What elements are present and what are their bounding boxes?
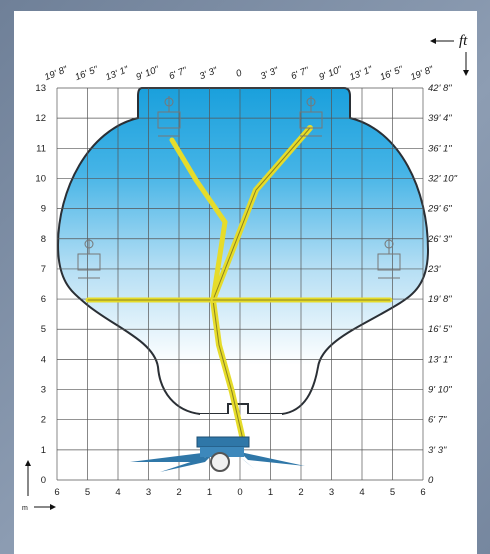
meter-y-tick: 10: [35, 173, 46, 184]
feet-x-tick: 3' 3": [259, 65, 281, 82]
feet-x-tick: 19' 8": [409, 64, 436, 83]
feet-x-tick: 0: [235, 67, 245, 79]
feet-x-tick: 9' 10": [135, 64, 162, 83]
meter-y-tick: 7: [41, 264, 46, 275]
meter-y-tick: 0: [41, 475, 46, 486]
meter-y-tick: 2: [41, 415, 46, 426]
feet-x-tick: 16' 5": [379, 64, 406, 83]
base-vehicle: [130, 436, 305, 472]
feet-x-tick: 6' 7": [167, 65, 189, 82]
meter-x-tick: 1: [207, 487, 212, 498]
meter-x-tick: 3: [146, 487, 151, 498]
meter-y-tick: 9: [41, 204, 46, 215]
feet-x-tick: 19' 8": [43, 64, 70, 83]
feet-y-tick: 0: [428, 475, 434, 486]
meter-x-tick: 4: [115, 487, 120, 498]
meter-x-tick: 4: [359, 487, 364, 498]
meter-x-tick: 2: [176, 487, 181, 498]
feet-y-tick: 42' 8": [428, 83, 452, 94]
meter-unit-marker: m: [22, 460, 56, 512]
meter-y-tick: 6: [41, 294, 46, 305]
meter-y-tick: 5: [41, 324, 46, 335]
feet-y-tick: 13' 1": [428, 354, 452, 365]
feet-y-tick: 23': [427, 264, 442, 275]
meter-y-tick: 1: [41, 445, 46, 456]
feet-y-tick: 19' 8": [428, 294, 452, 305]
working-envelope: [56, 87, 430, 415]
meter-x-tick: 3: [329, 487, 334, 498]
feet-y-axis: 0 3' 3" 6' 7" 9' 10" 13' 1" 16' 5" 19' 8" 23' 26…: [427, 83, 458, 486]
feet-x-axis: 19' 8" 16' 5" 13' 1" 9' 10" 6' 7" 3' 3" 0 3' 3"…: [43, 64, 436, 83]
meter-y-tick: 8: [41, 234, 46, 245]
feet-y-tick: 6' 7": [428, 415, 447, 426]
meter-y-tick: 13: [35, 83, 46, 94]
feet-unit-marker: ft: [430, 33, 469, 76]
meter-x-tick: 2: [298, 487, 303, 498]
feet-y-tick: 3' 3": [428, 445, 447, 456]
m-unit-label: m: [22, 505, 28, 512]
meter-x-tick: 5: [390, 487, 395, 498]
feet-y-tick: 32' 10": [428, 173, 458, 184]
meter-y-tick: 3: [41, 385, 46, 396]
feet-y-tick: 26' 3": [427, 234, 452, 245]
meter-y-tick: 4: [41, 354, 46, 365]
feet-x-tick: 13' 1": [348, 64, 375, 83]
meter-y-tick: 12: [35, 113, 46, 124]
feet-y-tick: 39' 4": [428, 113, 452, 124]
meter-x-tick: 5: [85, 487, 90, 498]
feet-y-tick: 36' 1": [428, 143, 452, 154]
feet-x-tick: 9' 10": [318, 64, 345, 83]
meter-x-tick: 6: [54, 487, 59, 498]
feet-x-tick: 16' 5": [74, 64, 101, 83]
grid: [56, 87, 424, 481]
feet-x-tick: 3' 3": [198, 65, 220, 82]
boom-arms: [85, 125, 393, 443]
ft-unit-label: ft: [459, 33, 468, 49]
feet-x-tick: 13' 1": [104, 64, 131, 83]
platform-baskets: [77, 96, 401, 279]
feet-y-tick: 16' 5": [428, 324, 452, 335]
meter-x-axis: 6 5 4 3 2 1 0 1 2 3 4 5 6: [54, 487, 425, 498]
meter-x-tick: 0: [237, 487, 242, 498]
feet-y-tick: 9' 10": [428, 385, 452, 396]
meter-y-tick: 11: [36, 143, 46, 154]
feet-y-tick: 29' 6": [427, 204, 452, 215]
feet-x-tick: 6' 7": [289, 65, 311, 82]
meter-x-tick: 6: [420, 487, 425, 498]
meter-x-tick: 1: [268, 487, 273, 498]
